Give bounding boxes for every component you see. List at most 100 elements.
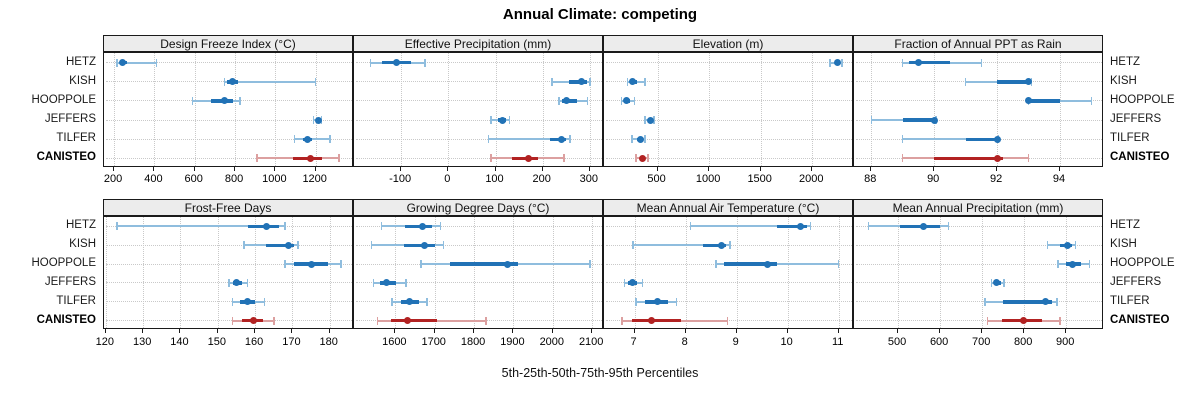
- axis-tick-label: 9: [732, 336, 739, 348]
- whisker-cap-low: [490, 154, 492, 163]
- interquartile-segment: [703, 243, 727, 247]
- axis-tick: [394, 329, 396, 333]
- axis-tick-label: 88: [864, 173, 877, 185]
- whisker-cap-low: [370, 241, 373, 250]
- axis-tick: [996, 167, 998, 171]
- whisker-cap-high: [338, 154, 340, 163]
- median-dot: [993, 279, 1001, 287]
- median-dot: [834, 59, 841, 67]
- panel-strip-growing-degree-days-c: Growing Degree Days (°C): [353, 199, 603, 216]
- whisker-cap-high: [314, 77, 317, 86]
- whisker-cap-high: [442, 241, 445, 250]
- gridline-horizontal: [356, 100, 602, 102]
- gridline-vertical: [898, 217, 900, 328]
- station-label-hooppole: HOOPPOLE: [1110, 93, 1175, 106]
- whisker-cap-low: [621, 316, 623, 325]
- station-label-kish: KISH: [1110, 238, 1137, 251]
- whisker-cap-high: [675, 297, 678, 306]
- axis-tick-label: 160: [244, 336, 264, 348]
- whisker-cap-low: [901, 154, 904, 163]
- percentile-whisker: [902, 138, 999, 141]
- interquartile-segment: [391, 318, 437, 323]
- gridline-vertical: [592, 217, 594, 328]
- axis-tick: [735, 329, 737, 333]
- gridline-horizontal: [856, 244, 1102, 246]
- axis-tick-label: 800: [224, 173, 244, 185]
- gridline-horizontal: [606, 100, 852, 102]
- axis-tick: [811, 167, 813, 171]
- gridline-vertical: [143, 217, 145, 328]
- gridline-horizontal: [856, 282, 1102, 284]
- axis-tick: [254, 329, 256, 333]
- gridline-vertical: [657, 53, 659, 166]
- interquartile-segment: [997, 80, 1031, 84]
- station-label-jeffers: JEFFERS: [1110, 275, 1162, 288]
- gridline-vertical: [1059, 53, 1061, 166]
- station-label-hooppole: HOOPPOLE: [1110, 257, 1175, 270]
- gridline-vertical: [812, 53, 814, 166]
- gridline-vertical: [154, 53, 156, 166]
- interquartile-segment: [632, 318, 681, 323]
- axis-tick-label: 94: [1052, 173, 1066, 185]
- percentile-whisker: [117, 225, 285, 228]
- percentile-whisker: [1028, 99, 1092, 102]
- interquartile-segment: [1028, 99, 1060, 103]
- median-dot: [919, 222, 927, 230]
- axis-tick: [1065, 329, 1067, 333]
- gridline-horizontal: [356, 81, 602, 83]
- whisker-cap-high: [947, 222, 950, 231]
- gridline-horizontal: [356, 225, 602, 227]
- median-dot: [717, 241, 725, 249]
- gridline-vertical: [1024, 217, 1026, 328]
- interquartile-segment: [1003, 300, 1052, 304]
- panel-strip-effective-precipitation-mm: Effective Precipitation (mm): [353, 35, 603, 52]
- whisker-cap-low: [369, 58, 372, 67]
- axis-tick: [870, 167, 872, 171]
- gridline-vertical: [997, 53, 999, 166]
- median-dot: [303, 135, 311, 143]
- median-dot: [383, 279, 391, 287]
- whisker-cap-low: [191, 96, 194, 105]
- median-dot: [993, 135, 1001, 143]
- median-dot: [647, 317, 655, 325]
- whisker-cap-low: [380, 222, 383, 231]
- station-label-hetz: HETZ: [65, 55, 96, 68]
- median-dot: [1025, 97, 1033, 105]
- median-dot: [244, 298, 252, 306]
- median-dot: [654, 298, 662, 306]
- median-dot: [504, 260, 512, 268]
- whisker-cap-low: [901, 135, 904, 144]
- axis-tick: [591, 329, 593, 333]
- station-label-jeffers: JEFFERS: [44, 275, 96, 288]
- station-label-kish: KISH: [69, 238, 96, 251]
- median-dot: [314, 116, 322, 124]
- gridline-horizontal: [606, 138, 852, 140]
- axis-tick: [153, 167, 155, 171]
- station-label-canisteo: CANISTEO: [36, 313, 96, 326]
- station-label-hooppole: HOOPPOLE: [31, 93, 96, 106]
- axis-tick: [142, 329, 144, 333]
- whisker-cap-high: [569, 135, 571, 144]
- gridline-horizontal: [606, 282, 852, 284]
- axis-tick: [759, 167, 761, 171]
- station-label-tilfer: TILFER: [56, 132, 96, 145]
- interquartile-segment: [777, 224, 807, 229]
- station-label-tilfer: TILFER: [56, 294, 96, 307]
- median-dot: [421, 241, 429, 249]
- whisker-cap-high: [589, 260, 591, 269]
- whisker-cap-low: [689, 222, 692, 231]
- station-label-canisteo: CANISTEO: [36, 151, 96, 164]
- median-dot: [558, 135, 566, 143]
- interquartile-segment: [965, 137, 998, 141]
- axis-tick-label: 1900: [500, 336, 525, 348]
- whisker-cap-high: [1059, 316, 1061, 325]
- axis-tick-label: 1200: [302, 173, 327, 185]
- gridline-vertical: [217, 217, 219, 328]
- interquartile-segment: [902, 118, 935, 122]
- axis-tick-label: 2000: [539, 336, 565, 348]
- whisker-cap-low: [626, 77, 629, 86]
- whisker-cap-high: [1088, 260, 1091, 269]
- whisker-cap-high: [263, 297, 266, 306]
- gridline-vertical: [760, 53, 762, 166]
